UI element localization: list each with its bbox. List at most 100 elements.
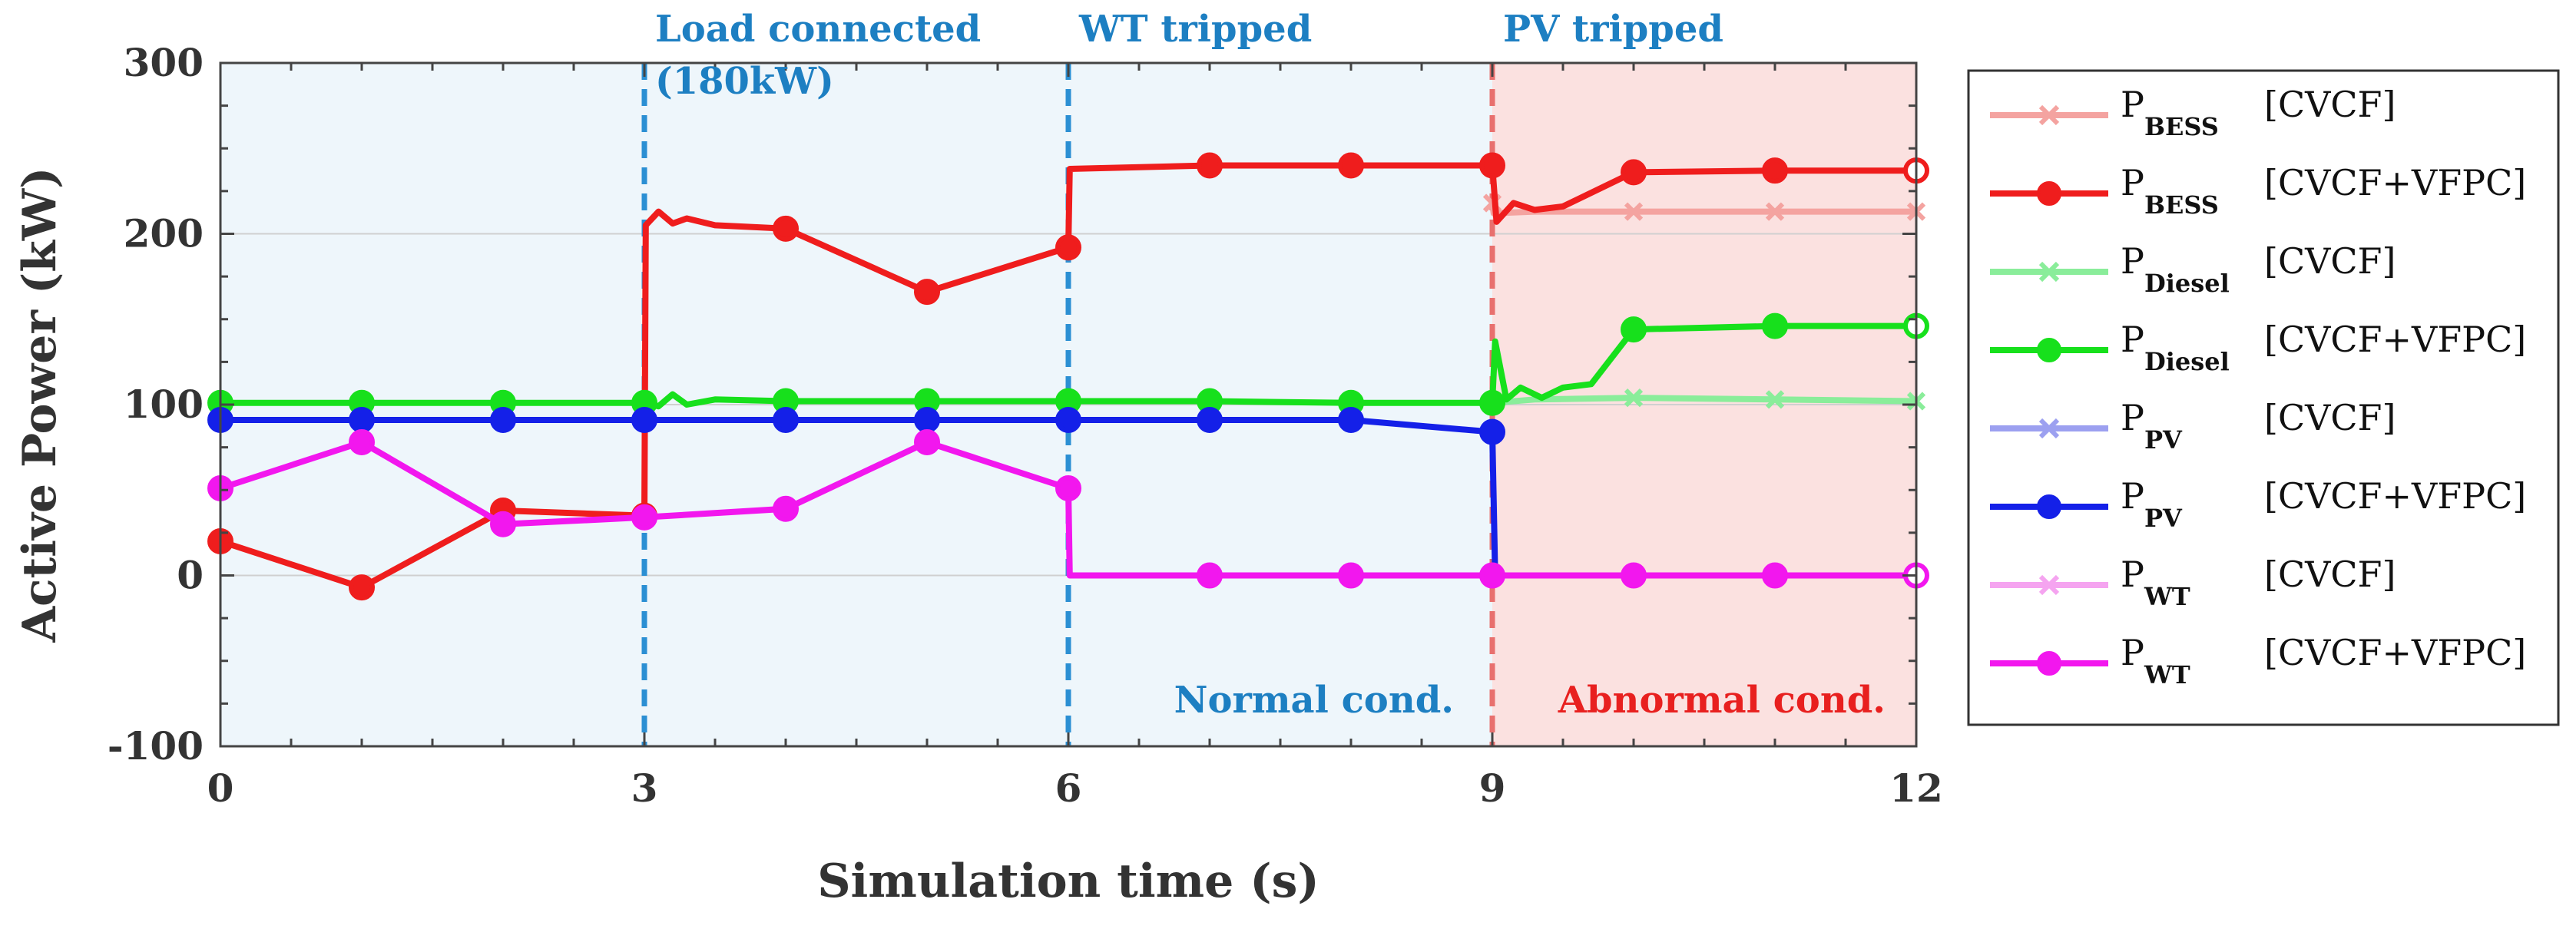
y-tick-label: 0 [177,553,204,598]
legend-label-name: P [2121,319,2144,360]
legend-marker [2038,261,2060,283]
x-tick-label: 9 [1479,765,1506,811]
data-point [1762,157,1788,184]
legend-item-3: PDiesel [CVCF+VFPC] [1990,319,2526,376]
legend-marker [2038,574,2060,596]
legend-label: PWT [2121,632,2190,689]
data-point [1479,152,1505,179]
series-line [219,439,1916,579]
legend-item-7: PWT [CVCF+VFPC] [1990,632,2526,689]
data-point [349,428,375,455]
legend-marker [2038,418,2060,439]
region-label-normal: Normal cond. [1174,679,1454,722]
data-point [1762,562,1788,589]
legend-label-sub: WT [2144,582,2190,611]
data-point [1338,152,1364,179]
y-tick-label: 300 [124,40,204,85]
legend-label-name: P [2121,397,2144,438]
data-point [1055,407,1081,434]
legend-label: PPV [2121,397,2183,455]
legend-label-name: P [2121,632,2144,673]
legend-item-1: PBESS [CVCF+VFPC] [1990,162,2526,220]
data-point [631,504,657,531]
data-point [914,407,940,434]
data-point [1338,407,1364,434]
legend-label-tag: [CVCF+VFPC] [2264,475,2526,517]
legend-label-name: P [2121,554,2144,595]
data-series [207,152,1929,601]
data-point [490,407,516,434]
legend-label-tag: [CVCF] [2264,84,2396,125]
data-point [1055,475,1081,502]
legend-label-name: P [2121,240,2144,282]
legend-label-sub: PV [2144,425,2183,455]
legend-item-5: PPV [CVCF+VFPC] [1990,475,2526,533]
data-point [1624,202,1644,221]
data-point [1621,562,1647,589]
data-point [1197,407,1223,434]
data-point [490,511,516,537]
data-point [914,428,940,455]
legend-label-sub: WT [2144,660,2190,689]
data-point [1765,390,1785,409]
y-tick-label: -100 [108,723,204,769]
data-point [1479,562,1505,589]
data-point [349,574,375,601]
data-point [914,279,940,306]
legend-label-sub: Diesel [2144,347,2230,376]
event-label-0: (180kW) [655,60,834,103]
data-point [773,495,799,522]
data-point [1197,152,1223,179]
data-point [1765,202,1785,221]
legend-label-sub: PV [2144,504,2183,533]
legend-label-sub: BESS [2144,190,2219,220]
legend-item-6: PWT [CVCF] [1990,554,2396,611]
x-tick-label: 6 [1055,765,1082,811]
legend-item-0: PBESS [CVCF] [1990,84,2396,141]
region-label-abnormal: Abnormal cond. [1558,679,1886,722]
legend-label-tag: [CVCF] [2264,240,2396,282]
legend-item-2: PDiesel [CVCF] [1990,240,2396,298]
legend-marker [2038,104,2060,126]
legend-label-sub: BESS [2144,112,2219,141]
legend-label-name: P [2121,162,2144,203]
legend-label-tag: [CVCF+VFPC] [2264,162,2526,203]
data-point [1621,316,1647,343]
event-label-0: Load connected [655,8,981,51]
x-axis-title: Simulation time (s) [817,855,1319,908]
y-axis-title: Active Power (kW) [13,167,67,643]
annotations: Load connected (180kW) WT tripped PV trippe… [655,8,1886,722]
y-tick-label: 200 [124,211,204,256]
legend-marker [2037,181,2061,206]
data-point [1338,562,1364,589]
legend-label-name: P [2121,475,2144,517]
x-tick-label: 0 [207,765,234,811]
data-point [1055,234,1081,261]
x-tick-label: 12 [1889,765,1943,811]
data-point [631,407,657,434]
data-point [1624,388,1644,408]
legend-label-tag: [CVCF] [2264,554,2396,595]
event-label-2: PV tripped [1503,8,1723,51]
legend-label: PBESS [2121,84,2219,141]
legend-label: PDiesel [2121,240,2230,298]
data-point [1621,159,1647,186]
legend-item-4: PPV [CVCF] [1990,397,2396,455]
legend-label-tag: [CVCF+VFPC] [2264,319,2526,360]
legend-label: PDiesel [2121,319,2230,376]
data-point [1197,562,1223,589]
data-point [773,407,799,434]
legend-label-name: P [2121,84,2144,125]
series-pv-5 [207,407,1505,576]
legend: PBESS[CVCF]PBESS[CVCF+VFPC]PDiesel[CVCF]… [1967,69,2560,726]
data-point [349,407,375,434]
event-label-1: WT tripped [1078,8,1312,51]
data-point [1762,312,1788,339]
legend-label-tag: [CVCF] [2264,397,2396,438]
legend-label-sub: Diesel [2144,269,2230,298]
data-point [773,215,799,242]
legend-marker [2037,338,2061,362]
data-point [1479,389,1505,416]
